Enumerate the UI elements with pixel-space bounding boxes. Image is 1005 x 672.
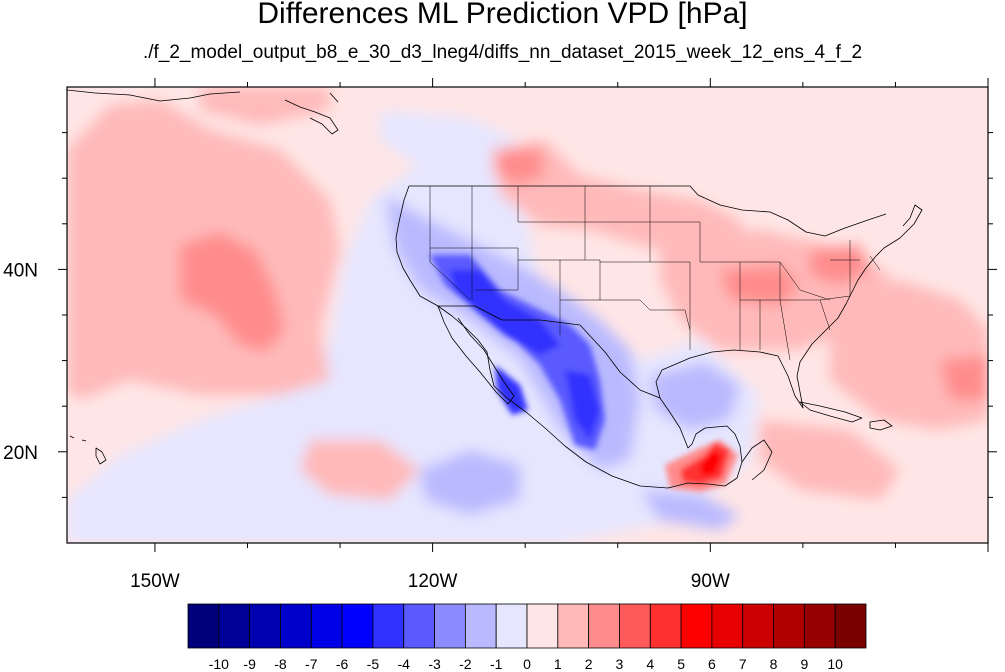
colorbar-label: 9 xyxy=(800,656,808,672)
colorbar-label: -10 xyxy=(209,656,229,672)
colorbar-box xyxy=(372,603,405,649)
coastline-hawaii xyxy=(69,435,107,465)
colorbar-box xyxy=(341,603,374,649)
chart-title: Differences ML Prediction VPD [hPa] xyxy=(257,0,748,30)
colorbar-label: 6 xyxy=(708,656,716,672)
colorbar-box xyxy=(403,603,435,649)
chart-subtitle: ./f_2_model_output_b8_e_30_d3_lneg4/diff… xyxy=(142,42,863,63)
x-tick-label: 90W xyxy=(691,571,730,592)
colorbar-box xyxy=(249,603,281,649)
colorbar-box xyxy=(434,603,466,649)
coastline-alaska xyxy=(67,89,339,135)
field-deep-blue-baja xyxy=(495,365,528,415)
colorbar-box xyxy=(310,603,343,649)
state-lines-central xyxy=(600,186,831,350)
border-us-canada xyxy=(409,185,887,237)
state-lines-east xyxy=(759,240,881,361)
colorbar: -10 -9 -8 -7 -6 -5 -4 -3 -2 -1 0 1 2 3 4 5 6 7 8 9 10 xyxy=(187,603,867,672)
map-outlines xyxy=(67,89,923,489)
difference-field-core xyxy=(430,255,738,492)
field-darkred-campeche xyxy=(700,450,722,476)
field-pink-pacific-south xyxy=(300,440,420,500)
field-pink-northern-plains xyxy=(490,140,750,260)
colorbar-label: -1 xyxy=(490,656,503,672)
baja-peninsula xyxy=(437,305,515,405)
colorbar-box xyxy=(742,603,774,649)
colorbar-box xyxy=(619,603,651,649)
colorbar-label: -2 xyxy=(459,656,472,672)
field-pink-pacific-west xyxy=(200,87,330,125)
state-lines-west xyxy=(429,186,650,335)
colorbar-box xyxy=(773,603,805,649)
coastline-cuba xyxy=(799,401,863,423)
colorbar-box xyxy=(187,603,220,649)
colorbar-label: -6 xyxy=(336,656,349,672)
field-deep-blue-arizona xyxy=(450,270,560,355)
colorbar-box xyxy=(711,603,744,649)
colorbar-label: 7 xyxy=(739,656,747,672)
colorbar-label: 8 xyxy=(770,656,778,672)
colorbar-label: 3 xyxy=(616,656,624,672)
colorbar-label: -8 xyxy=(274,656,287,672)
axis-labels: 150W 120W 90W 20N 40N xyxy=(3,260,730,592)
coastline-north-america xyxy=(395,185,923,489)
colorbar-box xyxy=(588,603,620,649)
field-salmon-atlantic-east xyxy=(940,355,988,400)
colorbar-label: -4 xyxy=(398,656,411,672)
y-tick-label: 40N xyxy=(3,260,38,281)
colorbar-label: -3 xyxy=(428,656,441,672)
colorbar-label: -7 xyxy=(305,656,318,672)
x-tick-label: 150W xyxy=(130,571,180,592)
colorbar-label: -9 xyxy=(243,656,256,672)
field-light-blue-pacific-north xyxy=(380,110,520,175)
colorbar-box xyxy=(557,603,590,649)
field-salmon-north-dakota xyxy=(495,148,545,185)
field-periwinkle-pacific-east xyxy=(420,450,520,515)
field-deep-blue-mexico xyxy=(565,370,600,440)
y-tick-label: 20N xyxy=(3,443,38,464)
colorbar-box xyxy=(495,603,528,649)
colorbar-box xyxy=(803,603,836,649)
colorbar-label: 4 xyxy=(646,656,654,672)
colorbar-label: 0 xyxy=(523,656,531,672)
colorbar-box xyxy=(649,603,682,649)
field-periwinkle-coast xyxy=(640,490,740,530)
colorbar-label: 2 xyxy=(585,656,593,672)
x-tick-label: 120W xyxy=(408,571,458,592)
colorbar-box xyxy=(218,603,251,649)
field-pink-caribbean xyxy=(760,420,900,500)
axis-ticks xyxy=(58,78,997,552)
colorbar-box xyxy=(464,603,497,649)
coastline-hispaniola xyxy=(869,419,893,431)
colorbar-box xyxy=(680,603,713,649)
map-plot-area xyxy=(67,87,988,543)
colorbar-label: 10 xyxy=(827,656,843,672)
field-salmon-great-lakes xyxy=(810,245,870,285)
colorbar-label: 1 xyxy=(554,656,562,672)
border-us-mexico xyxy=(437,305,661,399)
colorbar-label: -5 xyxy=(367,656,380,672)
field-periwinkle-gulf xyxy=(650,362,740,430)
field-salmon-pacific-subtropical xyxy=(180,232,285,352)
colorbar-box xyxy=(526,603,559,649)
coastline-yucatan xyxy=(741,439,773,481)
colorbar-box xyxy=(834,603,867,649)
colorbar-box xyxy=(280,603,312,649)
colorbar-label: 5 xyxy=(677,656,685,672)
